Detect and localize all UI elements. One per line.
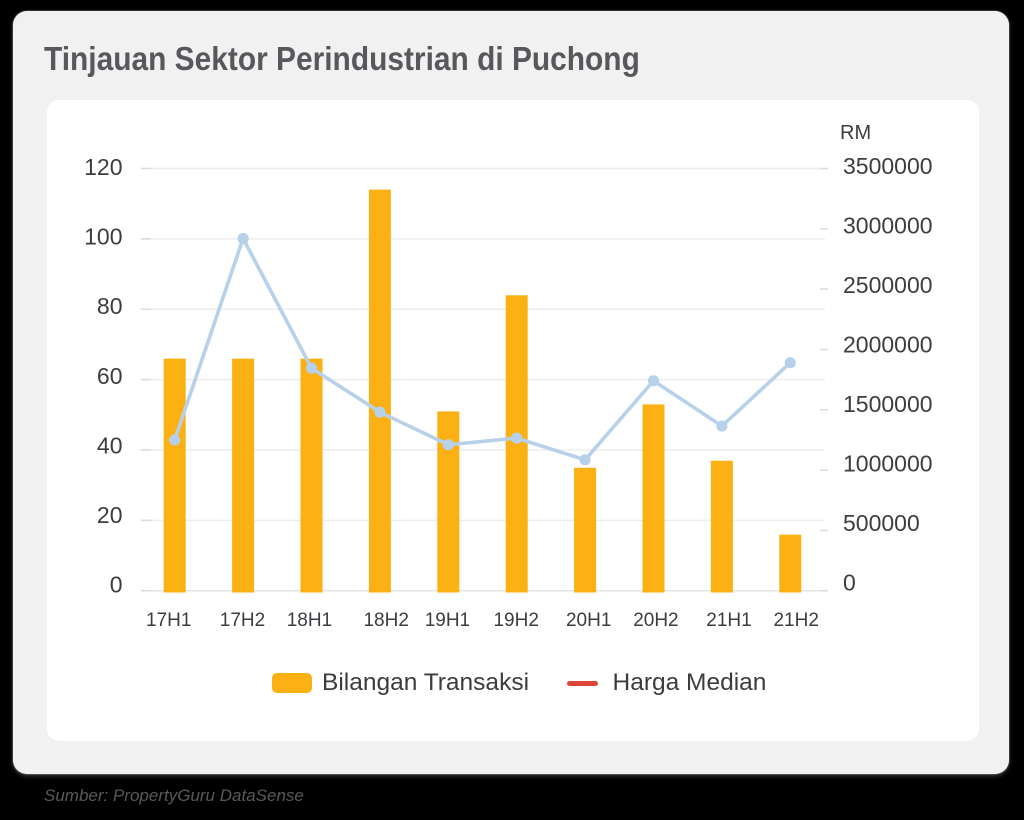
legend-label-median-price: Harga Median (612, 669, 767, 696)
left-axis-label: 40 (97, 432, 123, 458)
x-axis-label: 18H2 (363, 610, 408, 631)
x-axis-label: 21H2 (773, 610, 818, 631)
line-marker-18H1[interactable] (305, 362, 318, 374)
line-marker-20H1[interactable] (579, 454, 591, 466)
chart-legend: Bilangan Transaksi Harga Median (272, 668, 766, 698)
chart-title: Tinjauan Sektor Perindustrian di Puchong (44, 39, 640, 77)
line-marker-18H2[interactable] (374, 406, 386, 418)
legend-bar-swatch-icon (272, 673, 312, 693)
left-axis-label: 120 (84, 154, 122, 180)
x-axis-label: 20H2 (633, 610, 678, 631)
left-axis-label: 60 (97, 363, 123, 389)
right-axis-label: 2000000 (843, 332, 933, 358)
bar-17H1[interactable] (163, 358, 186, 593)
line-marker-17H2[interactable] (237, 232, 249, 245)
bar-17H2[interactable] (232, 358, 255, 593)
left-axis-label: 0 (110, 572, 123, 598)
right-axis-label: 1000000 (843, 451, 933, 477)
bar-18H1[interactable] (300, 358, 323, 593)
right-axis-label: 3000000 (843, 213, 933, 239)
line-marker-21H1[interactable] (716, 420, 728, 432)
bar-21H2[interactable] (779, 534, 802, 593)
left-axis-label: 100 (84, 223, 122, 249)
legend-line-swatch-icon (566, 680, 598, 686)
x-axis-label: 21H1 (706, 610, 751, 631)
x-axis-label: 18H1 (287, 610, 332, 631)
x-axis-label: 20H1 (566, 610, 611, 631)
bar-20H2[interactable] (642, 404, 665, 593)
line-marker-19H2[interactable] (511, 432, 523, 444)
left-axis-label: 80 (97, 293, 123, 319)
right-axis-unit-label: RM (840, 122, 872, 144)
x-axis-label: 17H2 (220, 610, 265, 631)
left-axis-label: 20 (97, 502, 123, 528)
bar-19H1[interactable] (437, 411, 460, 593)
legend-item-transactions[interactable]: Bilangan Transaksi (272, 669, 529, 697)
bar-19H2[interactable] (505, 295, 528, 593)
bar-21H1[interactable] (710, 460, 733, 593)
line-marker-17H1[interactable] (169, 434, 181, 446)
legend-label-transactions: Bilangan Transaksi (322, 669, 530, 696)
x-axis-label: 17H1 (146, 610, 191, 631)
x-axis-label: 19H2 (493, 610, 538, 631)
median-price-line (172, 236, 793, 462)
x-axis-label: 19H1 (425, 610, 470, 631)
right-axis-label: 500000 (843, 510, 920, 536)
line-marker-21H2[interactable] (784, 357, 796, 369)
source-attribution: Sumber: PropertyGuru DataSense (44, 786, 304, 805)
right-axis-label: 0 (843, 570, 856, 596)
bar-18H2[interactable] (368, 189, 391, 593)
right-axis-label: 2500000 (843, 272, 933, 298)
legend-item-median-price[interactable]: Harga Median (566, 669, 767, 697)
right-axis-label: 1500000 (843, 391, 933, 417)
right-axis-label: 3500000 (843, 153, 933, 179)
line-marker-19H1[interactable] (442, 439, 454, 451)
line-marker-20H2[interactable] (647, 375, 660, 387)
bar-20H1[interactable] (574, 467, 597, 593)
